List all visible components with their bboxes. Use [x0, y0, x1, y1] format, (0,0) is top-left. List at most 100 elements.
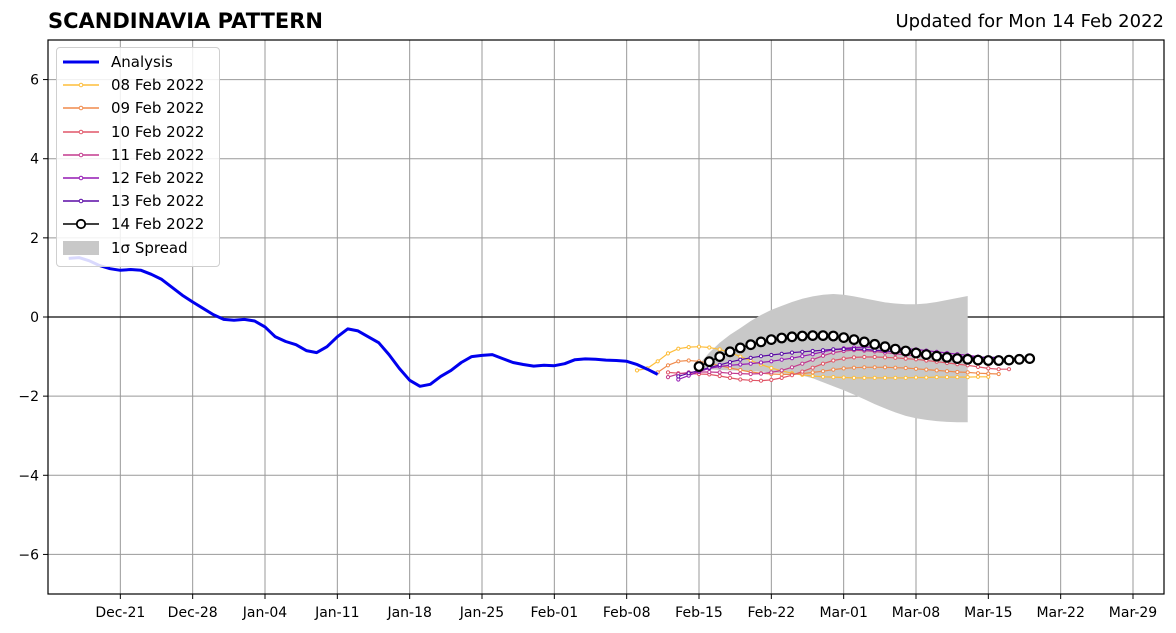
legend-swatch: [63, 240, 99, 255]
series-point: [686, 371, 691, 376]
series-point: [714, 351, 726, 363]
legend-label: 10 Feb 2022: [111, 122, 205, 141]
series-point: [934, 375, 939, 380]
x-tick-label: Mar-22: [1036, 605, 1084, 621]
y-tick-label: −4: [18, 468, 39, 484]
series-point: [841, 366, 846, 371]
x-tick-label: Feb-22: [748, 605, 796, 621]
legend-entry: 12 Feb 2022: [61, 167, 204, 189]
y-tick-label: 4: [30, 152, 39, 168]
x-tick-label: Jan-25: [459, 605, 504, 621]
series-point: [862, 375, 867, 380]
legend-entry: 13 Feb 2022: [61, 190, 204, 212]
series-point: [717, 373, 722, 379]
x-tick-label: Mar-29: [1109, 605, 1157, 621]
series-point: [779, 375, 784, 380]
series-point: [986, 366, 991, 371]
legend-swatch: [63, 198, 99, 204]
series-point: [665, 370, 671, 375]
series-point: [831, 358, 836, 363]
spread-band-layer: [699, 294, 968, 423]
series-point: [1013, 353, 1025, 365]
legend-marker: [78, 152, 84, 158]
legend-marker: [78, 82, 84, 88]
series-point: [748, 361, 753, 366]
series-point: [727, 360, 733, 365]
legend-entry: 09 Feb 2022: [61, 97, 204, 119]
series-point: [707, 345, 712, 350]
series-point: [789, 350, 795, 355]
series-point: [779, 368, 784, 373]
series-point: [820, 374, 826, 379]
series-point: [893, 375, 898, 380]
legend-swatch: [63, 60, 99, 64]
series-point: [800, 361, 805, 366]
series-point: [810, 348, 815, 354]
x-tick-label: Mar-08: [892, 605, 940, 621]
legend-label: 1σ Spread: [111, 238, 188, 257]
x-tick-label: Mar-01: [819, 605, 867, 621]
analysis-line: [68, 256, 659, 388]
x-tick-label: Feb-01: [531, 605, 579, 621]
series-point: [769, 370, 774, 375]
chart-updated-date: Updated for Mon 14 Feb 2022: [895, 11, 1164, 32]
series-point: [975, 374, 981, 379]
series-point: [851, 347, 857, 352]
series-point: [913, 375, 919, 380]
series-point: [686, 345, 691, 350]
series-point: [965, 370, 970, 375]
series-point: [758, 354, 764, 359]
series-point: [738, 362, 743, 367]
legend-swatch: [63, 129, 99, 134]
series-point: [920, 349, 932, 361]
series-point: [796, 330, 808, 342]
series-point: [789, 373, 795, 378]
series-point: [869, 338, 881, 350]
series-point: [1024, 353, 1036, 365]
x-tick-label: Feb-15: [675, 605, 723, 621]
series-point: [1006, 367, 1012, 372]
series-point: [944, 375, 950, 380]
series-point: [810, 370, 815, 375]
series-point: [765, 334, 777, 346]
series-point: [779, 357, 784, 362]
series-point: [996, 371, 1001, 377]
series-point: [634, 368, 640, 373]
legend-swatch: [63, 106, 99, 111]
legend-entry: 08 Feb 2022: [61, 74, 204, 96]
legend-marker: [78, 106, 84, 111]
series-point: [807, 330, 819, 342]
series-point: [800, 349, 805, 354]
series-point: [676, 374, 681, 379]
x-tick-label: Jan-11: [314, 605, 359, 621]
series-point: [810, 373, 815, 379]
series-point: [841, 375, 846, 380]
series-point: [903, 365, 908, 371]
series-point: [758, 378, 764, 383]
series-point: [934, 368, 939, 373]
series-point: [900, 345, 912, 357]
series-point: [734, 342, 746, 354]
grid-lines: [48, 40, 1164, 594]
series-point: [962, 353, 974, 365]
series-point: [931, 350, 943, 362]
series-point: [955, 369, 960, 375]
series-point: [820, 361, 826, 366]
series-point: [820, 348, 826, 353]
legend-label: 09 Feb 2022: [111, 99, 205, 118]
series-point: [676, 346, 681, 351]
legend-entry: Analysis: [61, 51, 173, 73]
series-point: [769, 359, 774, 364]
x-tick-label: Jan-18: [386, 605, 431, 621]
legend-marker: [78, 175, 84, 181]
y-tick-label: 2: [30, 231, 39, 247]
series-point: [862, 354, 867, 360]
legend-swatch: [63, 219, 99, 230]
legend-marker: [78, 198, 84, 204]
series-point: [776, 332, 788, 344]
chart-title: SCANDINAVIA PATTERN: [48, 9, 323, 33]
series-point: [910, 347, 922, 359]
series-point: [851, 375, 857, 380]
legend-entry: 1σ Spread: [61, 237, 188, 259]
series-point: [769, 352, 774, 358]
